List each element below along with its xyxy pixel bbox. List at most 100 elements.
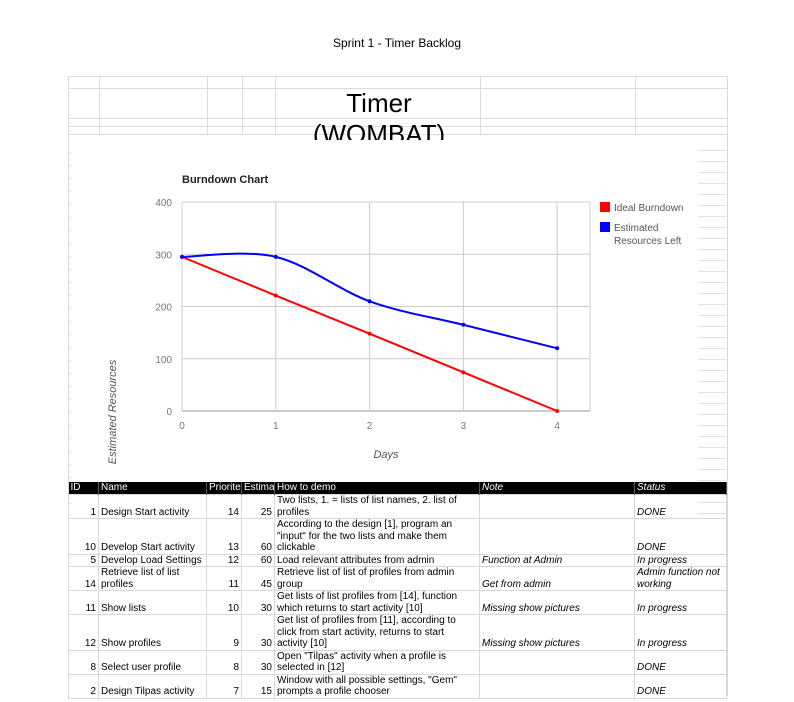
cell-id[interactable]: 2 bbox=[68, 673, 99, 699]
data-point bbox=[367, 299, 372, 304]
cell-note[interactable]: Get from admin bbox=[479, 566, 635, 591]
table-row: 11 Show lists 10 30 Get lists of list pr… bbox=[68, 590, 727, 615]
cell-name[interactable]: Show profiles bbox=[98, 614, 207, 651]
grid-row-line bbox=[69, 76, 727, 77]
header-priority[interactable]: Priorite bbox=[206, 482, 242, 495]
header-status[interactable]: Status bbox=[634, 482, 727, 495]
cell-estimate[interactable]: 30 bbox=[241, 614, 275, 651]
grid-col-line bbox=[242, 76, 243, 134]
cell-estimate[interactable]: 60 bbox=[241, 518, 275, 555]
cell-priority[interactable]: 8 bbox=[206, 649, 242, 675]
cell-status[interactable]: DONE bbox=[634, 673, 727, 699]
y-tick-label: 100 bbox=[155, 355, 172, 366]
cell-priority[interactable]: 13 bbox=[206, 518, 242, 555]
cell-note[interactable] bbox=[479, 494, 635, 519]
cell-estimate[interactable]: 30 bbox=[241, 590, 275, 615]
chart-legend: Ideal Burndown Estimated Resources Left bbox=[600, 202, 684, 247]
cell-status[interactable]: DONE bbox=[634, 518, 727, 555]
cell-id[interactable]: 10 bbox=[68, 518, 99, 555]
cell-name[interactable]: Design Start activity bbox=[98, 494, 207, 519]
x-tick-label: 3 bbox=[461, 421, 467, 432]
cell-priority[interactable]: 7 bbox=[206, 673, 242, 699]
header-how-to-demo[interactable]: How to demo bbox=[274, 482, 480, 495]
grid-row-line bbox=[69, 118, 727, 119]
x-tick-label: 4 bbox=[554, 421, 560, 432]
y-axis-label: Estimated Resources bbox=[107, 359, 119, 464]
cell-demo[interactable]: Window with all possible settings, "Gem"… bbox=[274, 673, 480, 699]
table-row: 1 Design Start activity 14 25 Two lists,… bbox=[68, 494, 727, 519]
cell-demo[interactable]: Get list of profiles from [11], accordin… bbox=[274, 614, 480, 651]
grid-row-line bbox=[69, 88, 727, 89]
legend-swatch bbox=[600, 222, 610, 232]
cell-priority[interactable]: 14 bbox=[206, 494, 242, 519]
grid-col-line bbox=[207, 76, 208, 134]
cell-id[interactable]: 14 bbox=[68, 566, 99, 591]
x-axis-label: Days bbox=[373, 449, 399, 461]
cell-id[interactable]: 11 bbox=[68, 590, 99, 615]
cell-name[interactable]: Retrieve list of list profiles bbox=[98, 566, 207, 591]
cell-status[interactable]: In progress bbox=[634, 614, 727, 651]
cell-id[interactable]: 12 bbox=[68, 614, 99, 651]
header-id[interactable]: ID bbox=[68, 482, 99, 495]
cell-note[interactable] bbox=[479, 518, 635, 555]
cell-demo[interactable]: Get lists of list profiles from [14], fu… bbox=[274, 590, 480, 615]
chart-background bbox=[72, 140, 698, 480]
cell-estimate[interactable]: 45 bbox=[241, 566, 275, 591]
grid-col-line bbox=[480, 76, 481, 134]
cell-note[interactable]: Missing show pictures bbox=[479, 614, 635, 651]
cell-priority[interactable]: 12 bbox=[206, 553, 242, 567]
cell-demo[interactable]: According to the design [1], program an … bbox=[274, 518, 480, 555]
chart-canvas: Burndown Chart 0 100 200 300 400 0 1 2 3 4 Estima… bbox=[72, 140, 698, 480]
chart-series bbox=[180, 252, 560, 413]
table-row: 10 Develop Start activity 13 60 Accordin… bbox=[68, 518, 727, 555]
data-point bbox=[180, 254, 184, 259]
burndown-chart: Burndown Chart 0 100 200 300 400 0 1 2 3 4 Estima… bbox=[72, 140, 698, 480]
cell-status[interactable]: In progress bbox=[634, 590, 727, 615]
page-title: Sprint 1 - Timer Backlog bbox=[332, 36, 462, 50]
table-row: 12 Show profiles 9 30 Get list of profil… bbox=[68, 614, 727, 651]
header-note[interactable]: Note bbox=[479, 482, 635, 495]
left-row-ticks bbox=[68, 140, 72, 504]
cell-id[interactable]: 1 bbox=[68, 494, 99, 519]
cell-note[interactable]: Function at Admin bbox=[479, 553, 635, 567]
table-row: 14 Retrieve list of list profiles 11 45 … bbox=[68, 566, 727, 591]
cell-status[interactable]: DONE bbox=[634, 649, 727, 675]
cell-estimate[interactable]: 15 bbox=[241, 673, 275, 699]
data-point bbox=[555, 409, 560, 413]
data-point bbox=[273, 293, 278, 298]
table-header-row: ID Name Priorite Estima How to demo Note… bbox=[68, 482, 727, 495]
cell-priority[interactable]: 9 bbox=[206, 614, 242, 651]
legend-label: Resources Left bbox=[614, 236, 681, 247]
cell-estimate[interactable]: 25 bbox=[241, 494, 275, 519]
grid-row-line bbox=[69, 134, 727, 135]
legend-label: Estimated bbox=[614, 223, 658, 234]
cell-estimate[interactable]: 30 bbox=[241, 649, 275, 675]
cell-demo[interactable]: Open "Tilpas" activity when a profile is… bbox=[274, 649, 480, 675]
cell-demo[interactable]: Two lists, 1. = lists of list names, 2. … bbox=[274, 494, 480, 519]
table-row: 8 Select user profile 8 30 Open "Tilpas"… bbox=[68, 649, 727, 675]
cell-demo[interactable]: Retrieve list of list of profiles from a… bbox=[274, 566, 480, 591]
header-name[interactable]: Name bbox=[98, 482, 207, 495]
header-estimate[interactable]: Estima bbox=[241, 482, 275, 495]
cell-note[interactable] bbox=[479, 673, 635, 699]
cell-priority[interactable]: 10 bbox=[206, 590, 242, 615]
cell-status[interactable]: Admin function not working bbox=[634, 566, 727, 591]
x-tick-label: 1 bbox=[273, 421, 279, 432]
cell-status[interactable]: In progress bbox=[634, 553, 727, 567]
cell-name[interactable]: Select user profile bbox=[98, 649, 207, 675]
right-row-ticks bbox=[698, 140, 726, 514]
cell-note[interactable] bbox=[479, 649, 635, 675]
cell-estimate[interactable]: 60 bbox=[241, 553, 275, 567]
cell-note[interactable]: Missing show pictures bbox=[479, 590, 635, 615]
cell-priority[interactable]: 11 bbox=[206, 566, 242, 591]
chart-axes: 0 100 200 300 400 0 1 2 3 4 bbox=[155, 198, 560, 432]
backlog-table: ID Name Priorite Estima How to demo Note… bbox=[68, 482, 727, 699]
cell-status[interactable]: DONE bbox=[634, 494, 727, 519]
cell-name[interactable]: Develop Start activity bbox=[98, 518, 207, 555]
cell-demo[interactable]: Load relevant attributes from admin bbox=[274, 553, 480, 567]
cell-name[interactable]: Design Tilpas activity bbox=[98, 673, 207, 699]
cell-id[interactable]: 5 bbox=[68, 553, 99, 567]
cell-id[interactable]: 8 bbox=[68, 649, 99, 675]
cell-name[interactable]: Show lists bbox=[98, 590, 207, 615]
cell-name[interactable]: Develop Load Settings bbox=[98, 553, 207, 567]
